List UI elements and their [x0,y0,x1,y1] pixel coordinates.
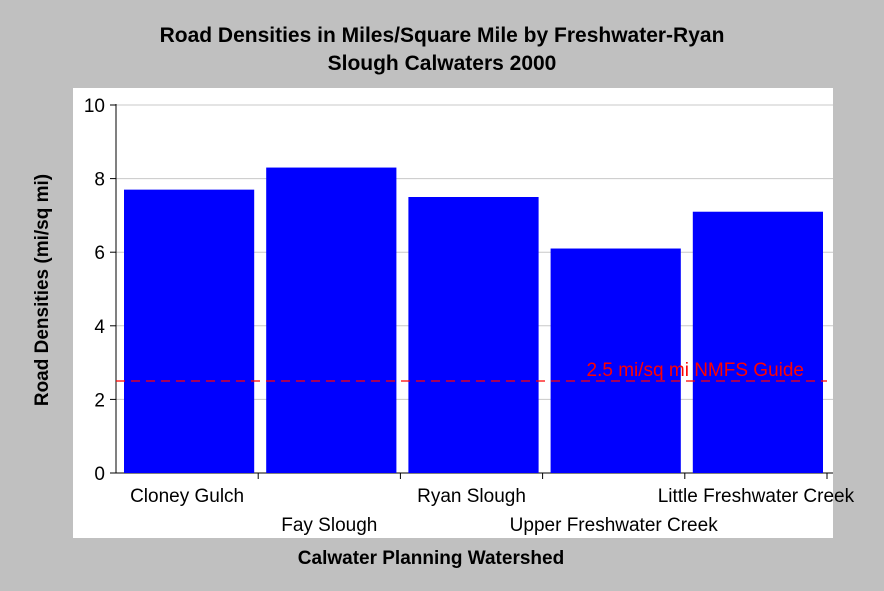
reference-line-label: 2.5 mi/sq mi NMFS Guide [587,360,805,381]
x-tick-label: Fay Slough [281,515,377,536]
y-tick-label: 4 [94,317,105,338]
x-tick-label: Upper Freshwater Creek [510,515,719,536]
bar [408,197,539,473]
y-tick-label: 10 [84,96,105,117]
bar [266,167,397,473]
x-axis-label: Calwater Planning Watershed [297,548,565,569]
y-tick-label: 8 [94,170,105,191]
y-axis-label: Road Densities (mi/sq mi) [32,173,53,407]
x-tick-label: Cloney Gulch [130,486,244,507]
y-tick-label: 2 [94,390,105,411]
chart-title-line2: Slough Calwaters 2000 [327,52,557,75]
y-tick-label: 6 [94,243,105,264]
x-tick-label: Little Freshwater Creek [658,486,855,507]
y-tick-label: 0 [94,464,105,485]
bar [550,248,681,473]
bar [124,189,255,473]
chart-title: Road Densities in Miles/Square Mile by F… [0,22,884,78]
chart-title-line1: Road Densities in Miles/Square Mile by F… [159,24,725,47]
x-tick-label: Ryan Slough [417,486,526,507]
bar [692,211,823,473]
